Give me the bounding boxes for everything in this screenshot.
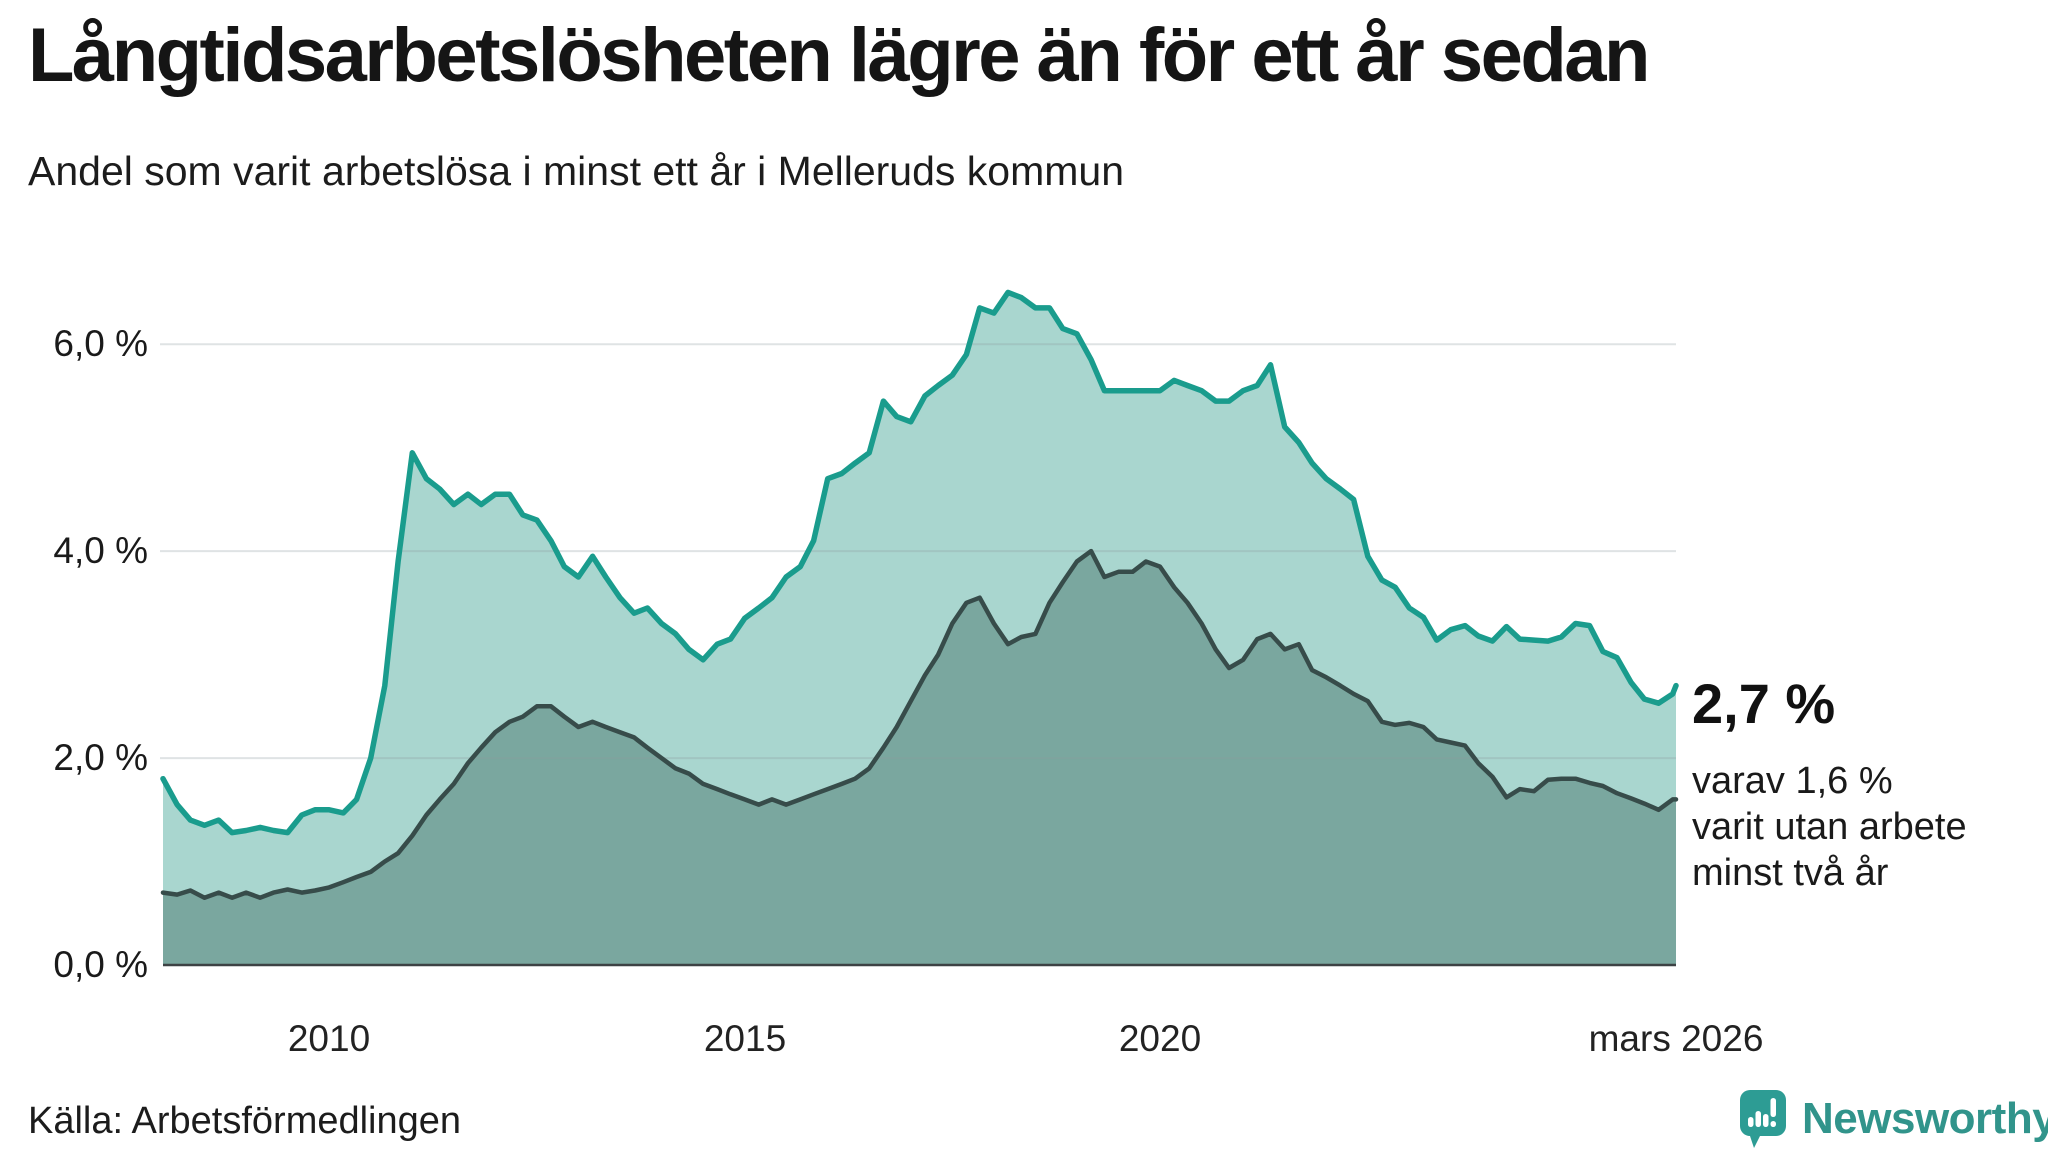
detail-line-1: varav 1,6 % (1692, 760, 1893, 802)
latest-value-detail: varav 1,6 % varit utan arbete minst två … (1692, 758, 2042, 896)
newsworthy-logo-icon (1740, 1090, 1786, 1148)
source-note: Källa: Arbetsförmedlingen (28, 1100, 462, 1142)
x-tick-2015: 2015 (703, 1018, 787, 1059)
latest-value-label: 2,7 % (1692, 672, 1836, 735)
x-tick-mars-2026: mars 2026 (1588, 1018, 1764, 1059)
y-tick-2: 2,0 % (53, 737, 148, 778)
page-title: Långtidsarbetslösheten lägre än för ett … (28, 13, 1650, 98)
newsworthy-logo-text: Newsworthy (1802, 1094, 2048, 1143)
chart-subtitle: Andel som varit arbetslösa i minst ett å… (28, 148, 1125, 194)
latest-value-callout: 2,7 % varav 1,6 % varit utan arbete mins… (1692, 674, 2042, 896)
detail-line-2: varit utan arbete (1692, 806, 1967, 848)
y-tick-0: 0,0 % (53, 944, 148, 985)
detail-line-3: minst två år (1692, 852, 1889, 894)
x-tick-2020: 2020 (1118, 1018, 1202, 1059)
newsworthy-logo: Newsworthy (1740, 1090, 2048, 1148)
y-tick-4: 4,0 % (53, 530, 148, 571)
x-tick-2010: 2010 (287, 1018, 371, 1059)
y-tick-6: 6,0 % (53, 323, 148, 364)
